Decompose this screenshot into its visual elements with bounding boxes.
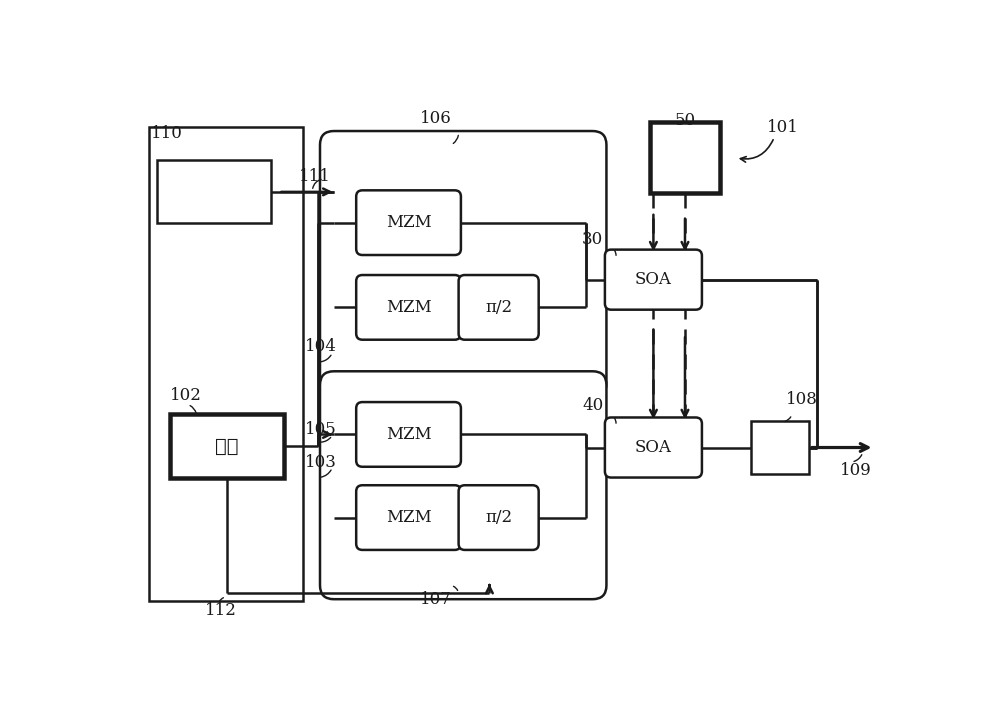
Text: MZM: MZM xyxy=(386,299,431,316)
Text: 30: 30 xyxy=(582,231,603,248)
FancyBboxPatch shape xyxy=(605,250,702,310)
FancyBboxPatch shape xyxy=(459,485,539,550)
FancyBboxPatch shape xyxy=(356,485,461,550)
Text: 111: 111 xyxy=(298,168,330,185)
Text: 102: 102 xyxy=(170,387,202,404)
FancyBboxPatch shape xyxy=(356,275,461,339)
Text: 107: 107 xyxy=(420,592,451,609)
Bar xyxy=(157,160,271,223)
Text: 110: 110 xyxy=(151,125,182,142)
Bar xyxy=(170,414,284,477)
Text: 109: 109 xyxy=(840,462,872,479)
Text: 104: 104 xyxy=(305,338,336,355)
Bar xyxy=(149,127,303,601)
Bar xyxy=(751,421,809,474)
Text: 40: 40 xyxy=(582,397,603,414)
FancyBboxPatch shape xyxy=(459,275,539,339)
Text: 103: 103 xyxy=(305,454,336,471)
Text: 112: 112 xyxy=(205,602,236,619)
Text: 50: 50 xyxy=(674,112,696,129)
Text: π/2: π/2 xyxy=(485,509,512,526)
Text: 106: 106 xyxy=(420,110,451,127)
Text: 108: 108 xyxy=(786,391,818,408)
Text: 105: 105 xyxy=(305,421,336,438)
Bar xyxy=(650,122,720,192)
FancyBboxPatch shape xyxy=(320,371,606,600)
Text: MZM: MZM xyxy=(386,214,431,231)
Text: 激光: 激光 xyxy=(215,436,239,455)
Text: MZM: MZM xyxy=(386,426,431,443)
FancyBboxPatch shape xyxy=(320,131,606,397)
Text: π/2: π/2 xyxy=(485,299,512,316)
Text: 101: 101 xyxy=(767,119,798,136)
Text: SOA: SOA xyxy=(635,439,672,456)
FancyBboxPatch shape xyxy=(356,402,461,467)
FancyBboxPatch shape xyxy=(356,190,461,255)
Text: SOA: SOA xyxy=(635,271,672,288)
Text: MZM: MZM xyxy=(386,509,431,526)
FancyBboxPatch shape xyxy=(605,417,702,477)
